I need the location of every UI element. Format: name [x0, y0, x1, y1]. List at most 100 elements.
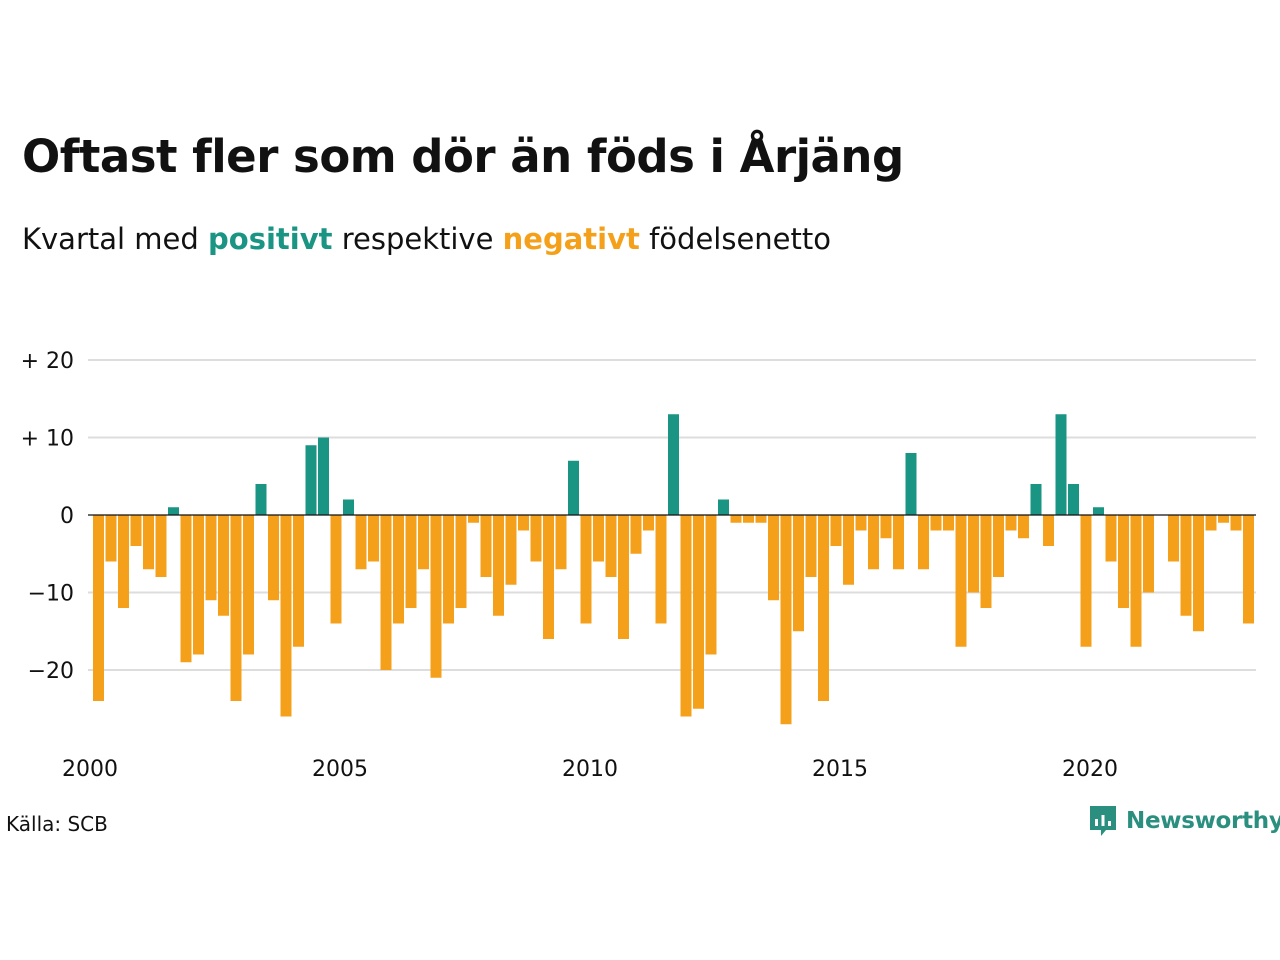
- bar: [1105, 515, 1117, 562]
- x-tick-label: 2020: [1062, 757, 1118, 782]
- bar: [693, 515, 704, 709]
- bar: [943, 515, 954, 531]
- bar: [568, 460, 579, 515]
- bar: [1143, 515, 1154, 593]
- x-tick-label: 2010: [562, 757, 618, 782]
- bar: [230, 515, 242, 701]
- bar: [1093, 507, 1104, 515]
- bar: [243, 515, 254, 655]
- subtitle-suffix: födelsenetto: [649, 222, 831, 256]
- bar: [968, 515, 979, 593]
- bar: [755, 515, 767, 523]
- bar: [380, 515, 392, 670]
- bar: [268, 515, 279, 601]
- bar: [205, 515, 217, 601]
- bar: [980, 515, 992, 608]
- bar: [1118, 515, 1129, 608]
- bar: [130, 515, 142, 546]
- bar: [118, 515, 129, 608]
- bar: [880, 515, 892, 539]
- bar: [305, 445, 317, 515]
- bar: [293, 515, 304, 647]
- bar: [993, 515, 1004, 577]
- bar: [868, 515, 879, 570]
- bar: [543, 515, 554, 639]
- bar: [705, 515, 717, 655]
- bar: [455, 515, 467, 608]
- subtitle-prefix: Kvartal med: [22, 222, 199, 256]
- bar: [718, 499, 729, 515]
- y-tick-label: + 10: [21, 427, 74, 452]
- bar: [793, 515, 804, 632]
- bar: [630, 515, 642, 554]
- newsworthy-logo: Newsworthy: [1088, 804, 1280, 838]
- bar: [1205, 515, 1217, 531]
- newsworthy-logo-text: Newsworthy: [1126, 808, 1280, 834]
- bar: [280, 515, 292, 717]
- bar: [1130, 515, 1142, 647]
- bar: [1193, 515, 1204, 632]
- bar: [830, 515, 842, 546]
- bar: [918, 515, 929, 570]
- bar: [1005, 515, 1017, 531]
- bar: [605, 515, 617, 577]
- chart-title: Oftast fler som dör än föds i Årjäng: [22, 130, 904, 183]
- bar: [818, 515, 829, 701]
- bar: [655, 515, 667, 624]
- bar: [1180, 515, 1192, 616]
- bar: [1018, 515, 1029, 539]
- bar: [168, 507, 179, 515]
- subtitle-middle: respektive: [341, 222, 494, 256]
- newsworthy-logo-icon: [1090, 806, 1116, 836]
- bar: [155, 515, 167, 577]
- bar: [680, 515, 692, 717]
- bar: [368, 515, 379, 562]
- y-tick-label: 0: [60, 504, 74, 529]
- bar: [468, 515, 479, 523]
- bar: [643, 515, 654, 531]
- bar: [193, 515, 204, 655]
- bar: [1068, 484, 1079, 515]
- bar: [768, 515, 779, 601]
- bar-chart: + 20 + 10 0 −10 −20 2000 2005 2010 2015 2020: [21, 349, 1256, 782]
- source-note: Källa: SCB: [6, 812, 108, 836]
- bar: [743, 515, 754, 523]
- bar: [93, 515, 104, 701]
- bar: [668, 414, 679, 515]
- bar: [180, 515, 192, 663]
- bar: [618, 515, 629, 639]
- bar: [518, 515, 529, 531]
- x-tick-label: 2015: [812, 757, 868, 782]
- subtitle-positive-word: positivt: [208, 222, 333, 256]
- bar: [530, 515, 542, 562]
- bar: [318, 437, 329, 515]
- bar: [580, 515, 592, 624]
- bar: [255, 484, 267, 515]
- bar: [480, 515, 492, 577]
- bar: [343, 499, 354, 515]
- bar: [930, 515, 942, 531]
- bar: [1030, 484, 1042, 515]
- bar: [105, 515, 117, 562]
- bar: [893, 515, 904, 570]
- y-tick-label: + 20: [21, 349, 74, 374]
- bar: [405, 515, 417, 608]
- bar: [143, 515, 154, 570]
- bar: [430, 515, 442, 678]
- bar: [1055, 414, 1067, 515]
- bar: [1043, 515, 1054, 546]
- bar: [730, 515, 742, 523]
- bar: [1230, 515, 1242, 531]
- y-tick-label: −20: [28, 659, 74, 684]
- bar: [505, 515, 517, 585]
- bar: [493, 515, 504, 616]
- chart-subtitle: Kvartal med positivt respektive negativt…: [22, 222, 831, 256]
- bar: [593, 515, 604, 562]
- bar: [1218, 515, 1229, 523]
- bar: [443, 515, 454, 624]
- bar: [780, 515, 792, 725]
- y-tick-label: −10: [28, 582, 74, 607]
- x-tick-label: 2000: [62, 757, 118, 782]
- bar: [555, 515, 567, 570]
- bar: [843, 515, 854, 585]
